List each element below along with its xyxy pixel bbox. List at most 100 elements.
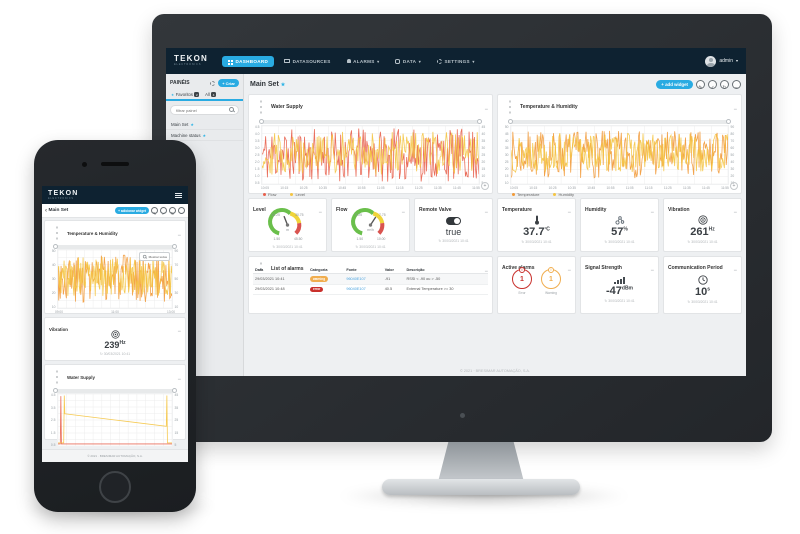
widget-title: Flow	[336, 207, 348, 213]
minus-icon	[735, 76, 738, 94]
collapse-button[interactable]	[732, 80, 741, 89]
star-icon[interactable]	[203, 133, 207, 138]
tab-label: All	[205, 92, 210, 97]
legend-dot	[263, 193, 266, 196]
back-icon[interactable]	[45, 208, 47, 214]
axis-tick: 20	[51, 291, 56, 295]
signal-bars-icon	[614, 276, 625, 284]
show-all-button[interactable]: Mostrar todos	[138, 252, 170, 261]
pencil-icon	[153, 202, 156, 220]
dashboard-search[interactable]	[170, 105, 239, 115]
col-header[interactable]: Descrição	[404, 267, 488, 274]
level-gauge: 1.50 45.50 16.25 30.75 m	[249, 207, 326, 243]
nav-item-dashboard[interactable]: DASHBOARD	[222, 55, 275, 67]
temperature-value: 37.7	[523, 226, 545, 238]
apply-button[interactable]	[708, 80, 717, 89]
range-slider[interactable]	[508, 119, 731, 124]
count-badge: 2	[194, 92, 200, 97]
svg-text:10.00: 10.00	[377, 237, 386, 241]
nav-item-settings[interactable]: SETTINGS	[431, 56, 481, 67]
axis-tick: 50	[730, 153, 735, 157]
alarm-value: 40.5	[382, 284, 405, 296]
add-widget-button[interactable]: + add widget	[656, 80, 693, 89]
apply-button[interactable]	[160, 207, 167, 214]
tab-favorites[interactable]: Favoritos 2	[171, 92, 200, 99]
col-header[interactable]: Data	[253, 267, 308, 274]
database-icon	[395, 58, 401, 64]
collapse-icon[interactable]	[177, 368, 181, 386]
col-header[interactable]: Categoria	[307, 267, 345, 274]
gear-icon[interactable]	[210, 80, 216, 86]
star-icon[interactable]	[190, 122, 194, 127]
alarm-source-link[interactable]: 96040E107	[346, 287, 366, 292]
check-icon	[162, 202, 165, 220]
search-input[interactable]	[174, 106, 229, 114]
expand-icon[interactable]: +	[481, 182, 489, 190]
legend-item[interactable]: Flow	[263, 192, 276, 197]
collapse-icon[interactable]	[484, 98, 488, 116]
legend-item[interactable]: Temperature	[512, 192, 539, 197]
drag-handle-icon[interactable]	[49, 367, 65, 387]
alarms-table: Data Categoria Fonte Valor Descrição 29/…	[253, 267, 488, 296]
axis-tick: 45	[174, 393, 179, 397]
water-supply-chart[interactable]	[261, 125, 480, 185]
range-slider[interactable]	[259, 119, 482, 124]
phone-camera	[82, 162, 87, 167]
create-dashboard-button[interactable]: + Criar	[218, 79, 239, 87]
drag-handle-icon[interactable]	[49, 223, 65, 243]
logo-text: TEKON	[174, 54, 208, 64]
add-widget-button[interactable]: + adicionar widget	[115, 207, 149, 214]
star-icon[interactable]	[281, 81, 285, 88]
table-row[interactable]: 29/03/2021 10:48 error 96040E107 40.5 Ex…	[253, 284, 488, 296]
edit-dashboard-button[interactable]	[696, 80, 705, 89]
axis-tick: 60	[730, 146, 735, 150]
sidebar-item-main-set[interactable]: Main Set	[166, 119, 243, 130]
range-slider[interactable]	[53, 244, 177, 249]
collapse-button[interactable]	[178, 207, 185, 214]
refresh-icon	[171, 202, 174, 220]
drag-handle-icon[interactable]	[502, 97, 518, 117]
timestamp: 30/03/2021 10:41	[691, 300, 718, 304]
user-menu[interactable]: admin	[705, 55, 738, 67]
collapse-icon[interactable]	[177, 224, 181, 242]
axis-tick: 2.0	[254, 160, 260, 164]
tab-all[interactable]: All 4	[205, 92, 216, 99]
hamburger-menu-icon[interactable]	[175, 192, 182, 198]
temp-humidity-chart[interactable]	[510, 125, 729, 185]
edit-dashboard-button[interactable]	[151, 207, 158, 214]
nav-item-data[interactable]: DATA	[389, 56, 427, 67]
axis-tick: 11:05	[376, 186, 385, 190]
col-header[interactable]: Valor	[382, 267, 405, 274]
sidebar-item-machine-status[interactable]: Machine status	[166, 130, 243, 141]
drag-handle-icon[interactable]	[253, 97, 269, 117]
phone-home-button[interactable]	[99, 471, 131, 503]
timestamp: 30/03/2021 10:41	[608, 239, 635, 244]
axis-tick: 13:00	[167, 310, 175, 314]
expand-icon[interactable]: +	[730, 182, 738, 190]
svg-text:1.50: 1.50	[274, 237, 281, 241]
axis-tick: 11:45	[453, 186, 461, 190]
legend-item[interactable]: Level	[290, 192, 305, 197]
water-supply-chart[interactable]	[57, 393, 173, 447]
alarm-source-link[interactable]: 96040E107	[346, 276, 366, 281]
phone-bezel: TEKON ELECTRONICS Main Set + adicionar w…	[34, 140, 196, 512]
legend-item[interactable]: Humidity	[553, 192, 574, 197]
count-badge: 4	[211, 92, 216, 97]
status-badge: warning	[309, 276, 329, 282]
nav-item-datasources[interactable]: DATASOURCES	[278, 56, 337, 67]
col-header[interactable]: Fonte	[344, 267, 383, 274]
widget-humidity: Humidity 57% 30/03/2021 10:41	[580, 198, 659, 252]
refresh-button[interactable]	[720, 80, 729, 89]
svg-text:7.75: 7.75	[379, 213, 386, 217]
temp-humidity-chart[interactable]: Mostrar todos	[57, 249, 173, 309]
nav-label: DATASOURCES	[292, 58, 331, 64]
nav-item-alarms[interactable]: ALARMS	[341, 56, 386, 67]
toggle-icon[interactable]	[446, 216, 461, 225]
legend-label: Humidity	[558, 192, 575, 197]
table-row[interactable]: 29/03/2021 10:41 warning 96040E107 -91 R…	[253, 273, 488, 285]
range-slider[interactable]	[53, 388, 177, 393]
collapse-icon[interactable]	[733, 98, 737, 116]
vibration-unit: Hz	[119, 339, 126, 346]
refresh-button[interactable]	[169, 207, 176, 214]
alarm-description: RSSI < -90 ou > -50	[404, 273, 488, 285]
